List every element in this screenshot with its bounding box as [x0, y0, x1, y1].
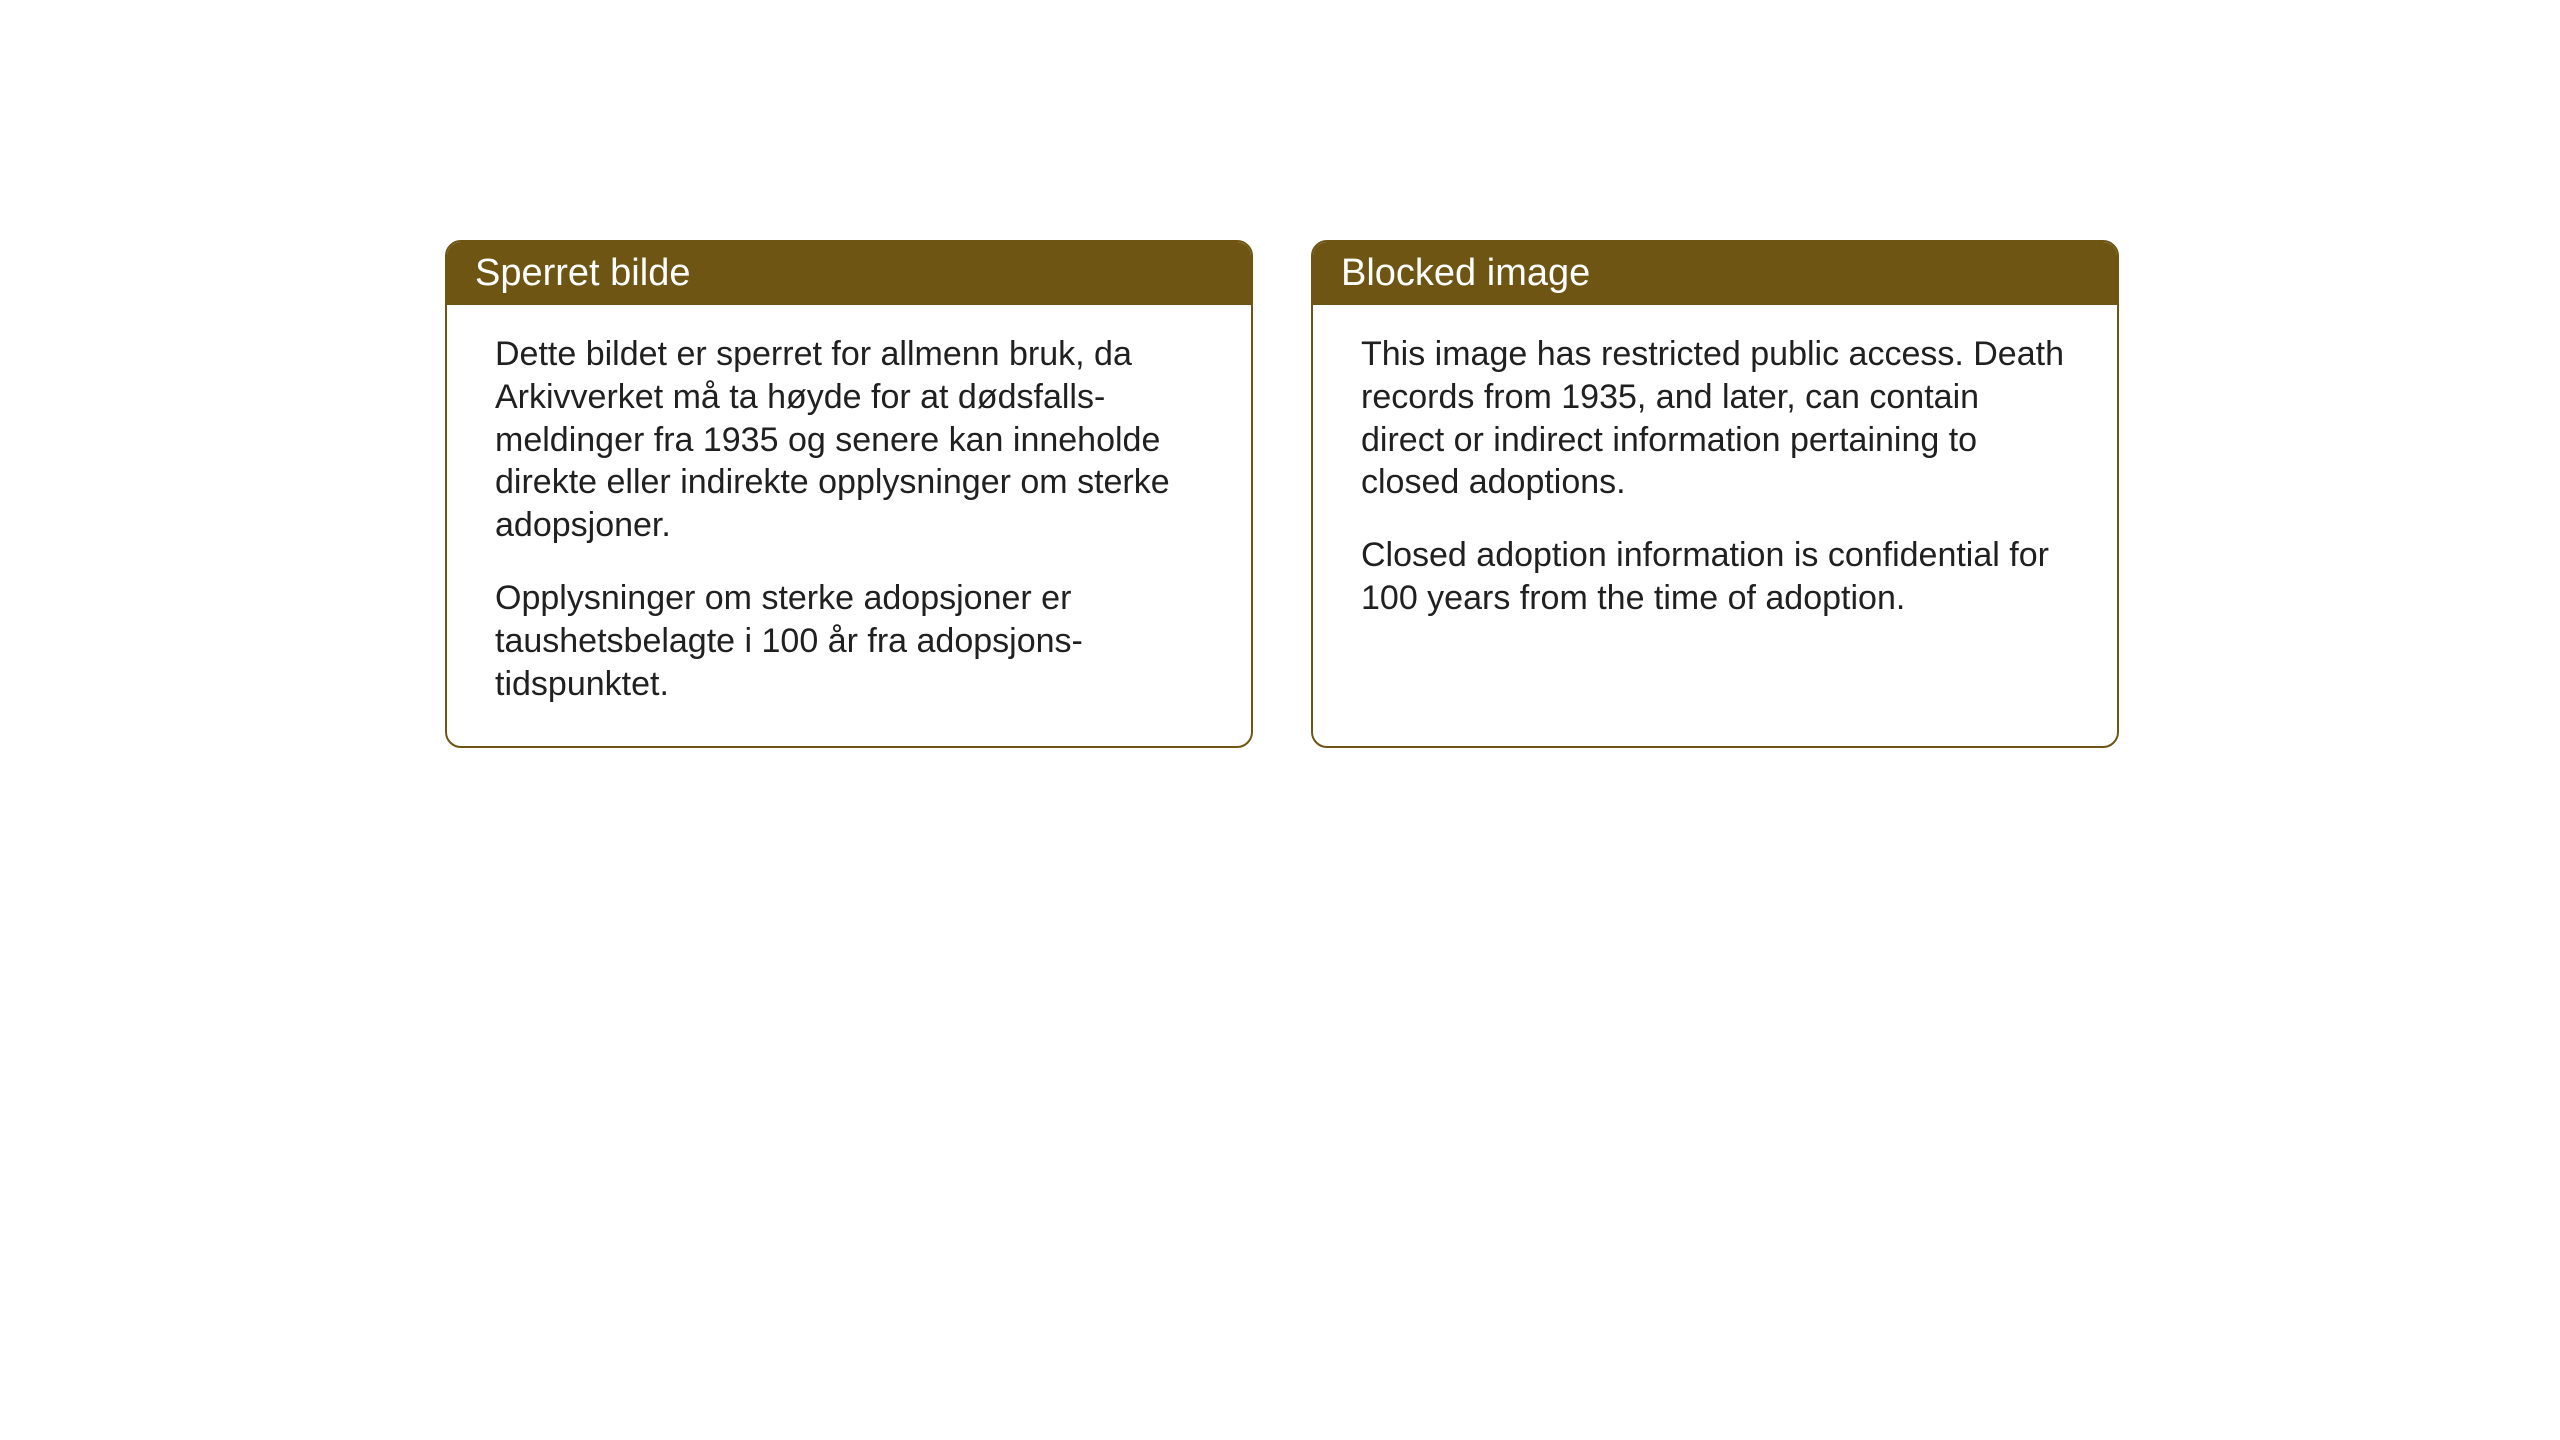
card-header-english: Blocked image	[1313, 242, 2117, 305]
card-title-english: Blocked image	[1341, 252, 1590, 294]
paragraph-english-1: This image has restricted public access.…	[1361, 333, 2069, 504]
notice-container: Sperret bilde Dette bildet er sperret fo…	[445, 240, 2119, 748]
card-header-norwegian: Sperret bilde	[447, 242, 1251, 305]
card-body-english: This image has restricted public access.…	[1313, 305, 2117, 745]
notice-card-norwegian: Sperret bilde Dette bildet er sperret fo…	[445, 240, 1253, 748]
paragraph-norwegian-1: Dette bildet er sperret for allmenn bruk…	[495, 333, 1203, 547]
card-title-norwegian: Sperret bilde	[475, 252, 690, 294]
notice-card-english: Blocked image This image has restricted …	[1311, 240, 2119, 748]
paragraph-norwegian-2: Opplysninger om sterke adopsjoner er tau…	[495, 577, 1203, 705]
card-body-norwegian: Dette bildet er sperret for allmenn bruk…	[447, 305, 1251, 746]
paragraph-english-2: Closed adoption information is confident…	[1361, 534, 2069, 620]
